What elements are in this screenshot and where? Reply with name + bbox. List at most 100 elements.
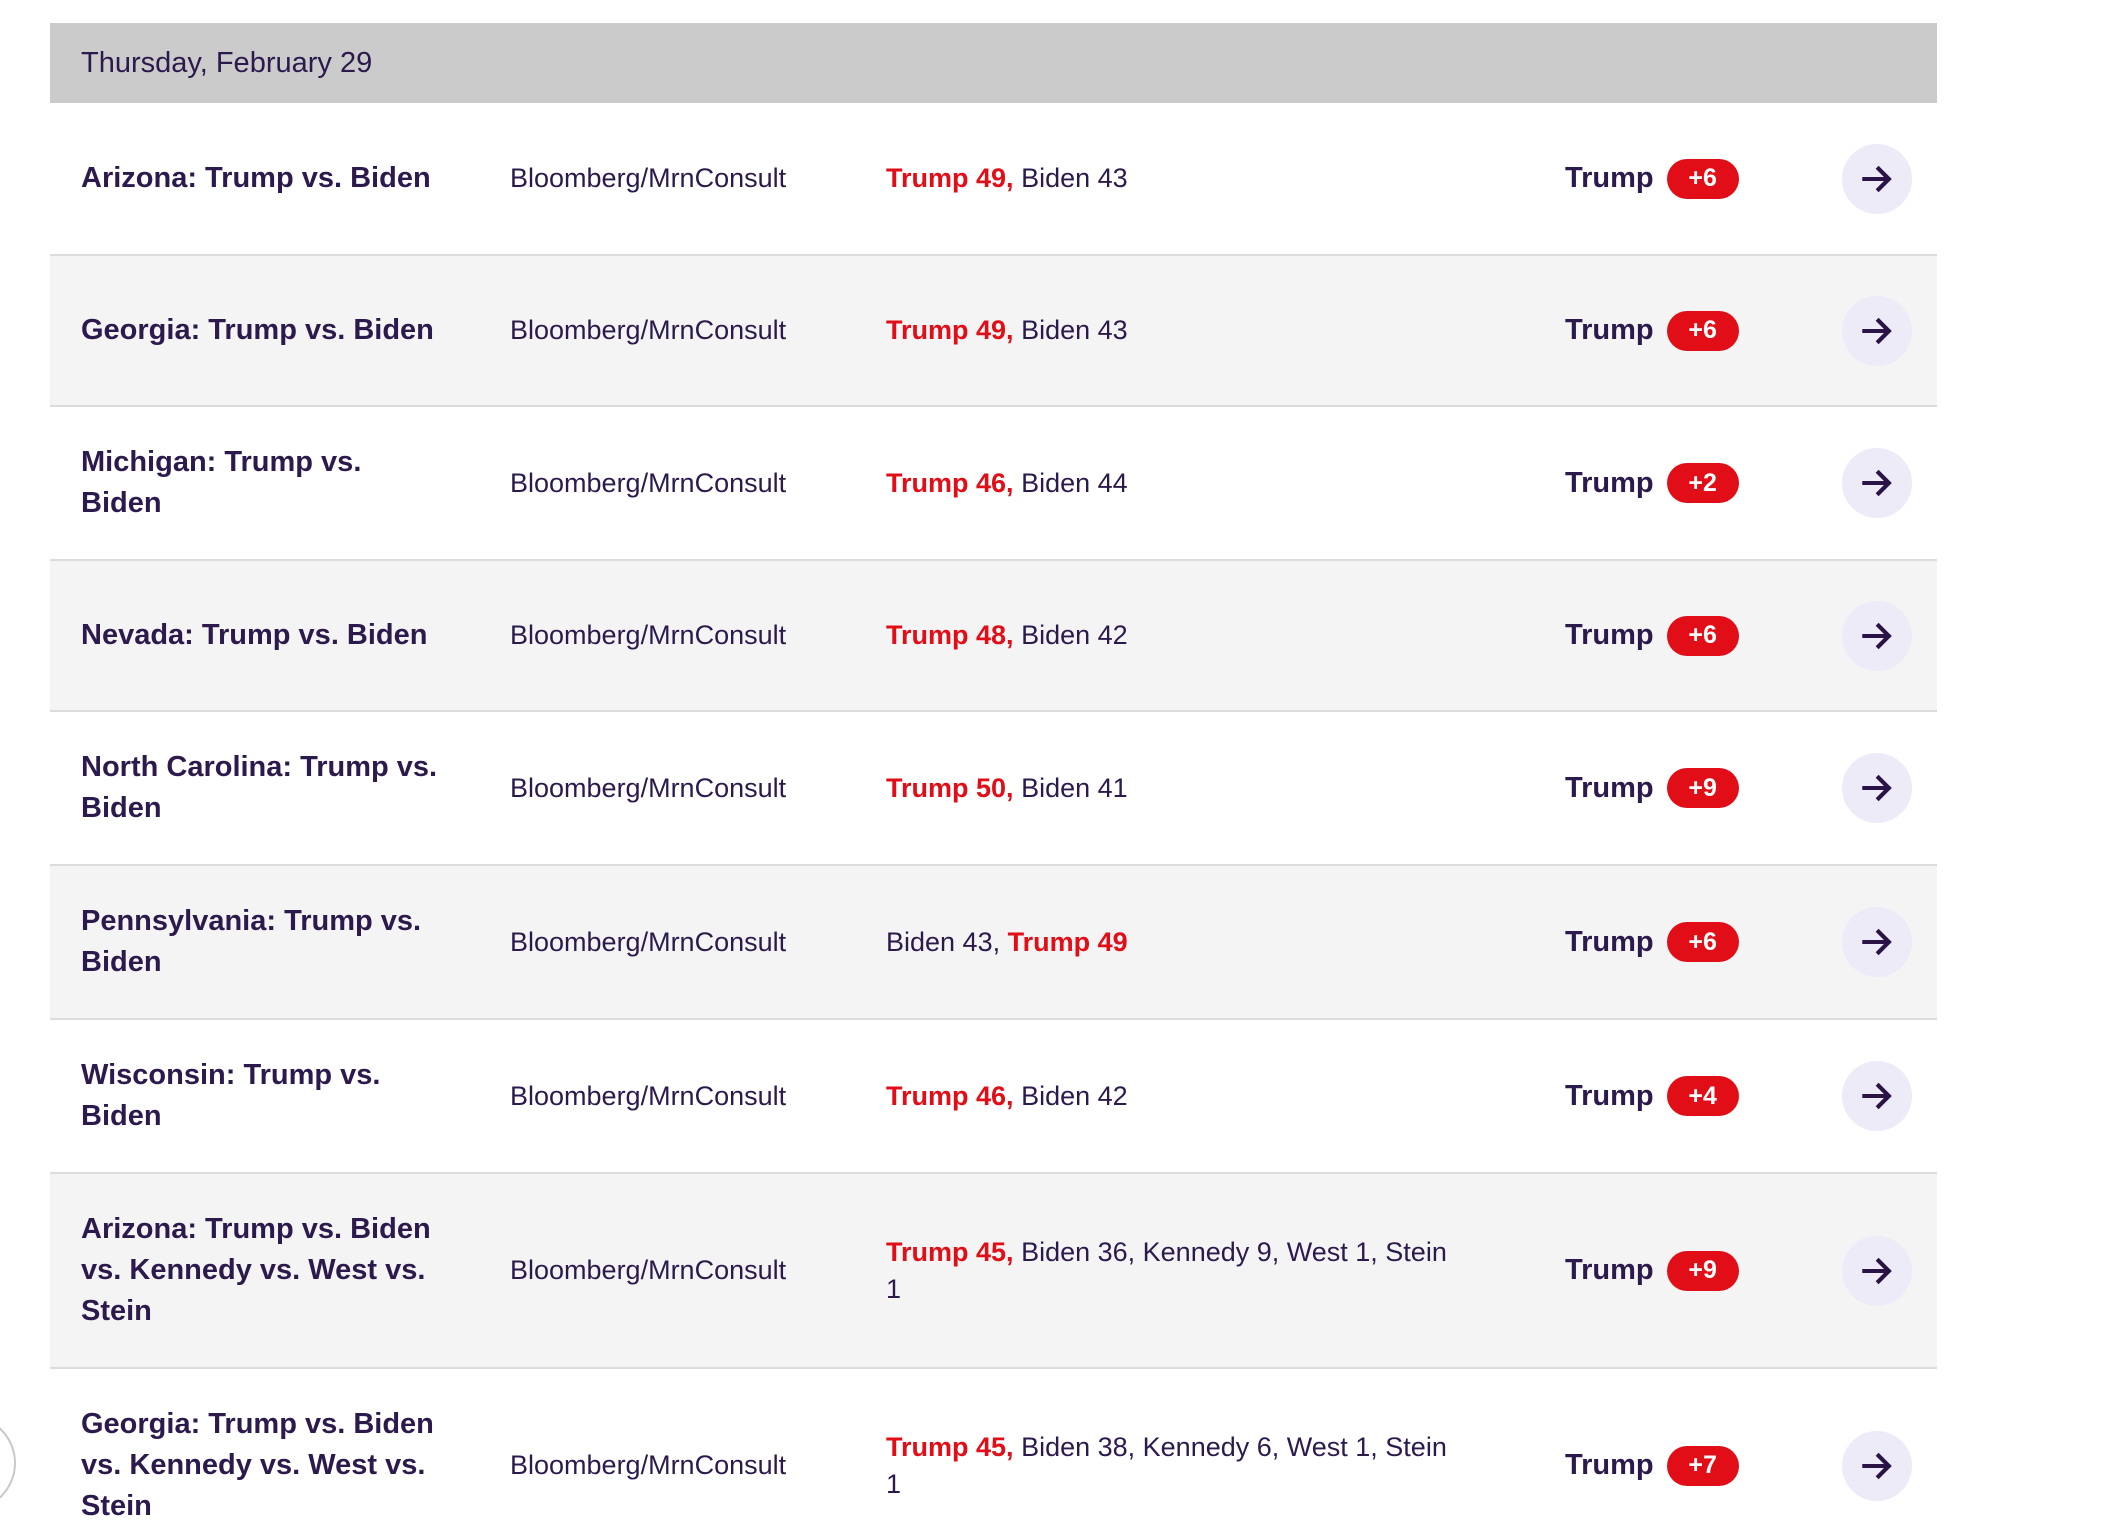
- day-header-label: Thursday, February 29: [81, 46, 373, 79]
- result-segment: Trump 46,: [886, 1080, 1014, 1111]
- pollster-name: Bloomberg/MrnConsult: [510, 620, 787, 650]
- spread-cell: Trump +6: [1565, 158, 1842, 199]
- race-title[interactable]: Arizona: Trump vs. Biden: [81, 162, 431, 194]
- result-segment: Biden 43: [1021, 163, 1128, 193]
- result-cell: Trump 46, Biden 44: [886, 465, 1455, 502]
- spread-leader: Trump: [1565, 466, 1654, 499]
- arrow-cell: [1842, 448, 1912, 518]
- poll-row: North Carolina: Trump vs. Biden Bloomber…: [50, 710, 1937, 864]
- day-header: Thursday, February 29: [50, 23, 1937, 103]
- arrow-cell: [1842, 1430, 1912, 1501]
- spread-leader: Trump: [1565, 1449, 1654, 1481]
- race-cell: Arizona: Trump vs. Biden: [81, 158, 510, 199]
- poll-row: Wisconsin: Trump vs. Biden Bloomberg/Mrn…: [50, 1018, 1937, 1172]
- poll-row: Pennsylvania: Trump vs. Biden Bloomberg/…: [50, 864, 1937, 1018]
- race-title[interactable]: Georgia: Trump vs. Biden vs. Kennedy vs.…: [81, 1408, 434, 1522]
- result-segment: Trump 48,: [886, 620, 1014, 650]
- arrow-cell: [1842, 1235, 1912, 1306]
- poll-detail-button[interactable]: [1842, 143, 1912, 214]
- arrow-cell: [1842, 600, 1912, 671]
- spread-leader: Trump: [1565, 314, 1654, 346]
- poll-row: Arizona: Trump vs. Biden vs. Kennedy vs.…: [50, 1172, 1937, 1367]
- poll-row: Arizona: Trump vs. Biden Bloomberg/MrnCo…: [50, 103, 1937, 254]
- result-segment: Biden 43: [1021, 315, 1128, 345]
- result-cell: Trump 48, Biden 42: [886, 617, 1455, 654]
- result-segment: Trump 49,: [886, 315, 1014, 345]
- result-cell: Trump 46, Biden 42: [886, 1078, 1455, 1115]
- poll-detail-button[interactable]: [1842, 907, 1912, 977]
- race-title[interactable]: North Carolina: Trump vs. Biden: [81, 751, 438, 824]
- poll-detail-button[interactable]: [1842, 1235, 1912, 1306]
- arrow-right-icon: [1862, 317, 1892, 344]
- pollster-cell: Bloomberg/MrnConsult: [510, 1450, 886, 1481]
- result-cell: Trump 49, Biden 43: [886, 160, 1455, 197]
- race-title[interactable]: Arizona: Trump vs. Biden vs. Kennedy vs.…: [81, 1213, 431, 1327]
- arrow-right-icon: [1862, 928, 1892, 956]
- pollster-cell: Bloomberg/MrnConsult: [510, 315, 886, 346]
- pollster-cell: Bloomberg/MrnConsult: [510, 163, 886, 194]
- poll-detail-button[interactable]: [1842, 295, 1912, 366]
- race-cell: Georgia: Trump vs. Biden: [81, 310, 510, 351]
- result-segment: Biden 42: [1021, 1080, 1128, 1111]
- race-title[interactable]: Georgia: Trump vs. Biden: [81, 314, 434, 346]
- arrow-right-icon: [1862, 1452, 1892, 1479]
- spread-badge: +7: [1666, 1445, 1739, 1486]
- race-title[interactable]: Nevada: Trump vs. Biden: [81, 619, 428, 651]
- poll-detail-button[interactable]: [1842, 448, 1912, 518]
- result-segment: Biden 41: [1021, 772, 1128, 803]
- pollster-name: Bloomberg/MrnConsult: [510, 1450, 787, 1480]
- pollster-cell: Bloomberg/MrnConsult: [510, 927, 886, 958]
- arrow-right-icon: [1862, 469, 1892, 497]
- spread-badge: +6: [1666, 310, 1739, 351]
- spread-leader: Trump: [1565, 619, 1654, 651]
- spread-badge: +9: [1666, 768, 1739, 808]
- race-title[interactable]: Wisconsin: Trump vs. Biden: [81, 1059, 381, 1132]
- spread-leader: Trump: [1565, 1254, 1654, 1286]
- pollster-name: Bloomberg/MrnConsult: [510, 163, 787, 193]
- spread-cell: Trump +7: [1565, 1445, 1842, 1486]
- race-title[interactable]: Pennsylvania: Trump vs. Biden: [81, 905, 422, 978]
- result-cell: Trump 45, Biden 36, Kennedy 9, West 1, S…: [886, 1234, 1455, 1308]
- arrow-cell: [1842, 753, 1912, 823]
- poll-detail-button[interactable]: [1842, 1061, 1912, 1131]
- spread-leader: Trump: [1565, 1079, 1654, 1112]
- arrow-cell: [1842, 143, 1912, 214]
- race-cell: Pennsylvania: Trump vs. Biden: [81, 901, 510, 983]
- result-segment: Biden 43,: [886, 926, 1001, 957]
- arrow-cell: [1842, 1061, 1912, 1131]
- spread-badge: +9: [1666, 1250, 1739, 1291]
- race-cell: Wisconsin: Trump vs. Biden: [81, 1055, 510, 1137]
- result-cell: Trump 50, Biden 41: [886, 770, 1455, 807]
- poll-row: Georgia: Trump vs. Biden vs. Kennedy vs.…: [50, 1367, 1937, 1537]
- spread-cell: Trump +9: [1565, 1250, 1842, 1291]
- arrow-right-icon: [1862, 774, 1892, 802]
- poll-detail-button[interactable]: [1842, 753, 1912, 823]
- pollster-name: Bloomberg/MrnConsult: [510, 315, 787, 345]
- spread-cell: Trump +4: [1565, 1076, 1842, 1116]
- poll-row: Michigan: Trump vs. Biden Bloomberg/MrnC…: [50, 405, 1937, 559]
- spread-badge: +6: [1666, 158, 1739, 199]
- poll-detail-button[interactable]: [1842, 600, 1912, 671]
- arrow-cell: [1842, 907, 1912, 977]
- race-cell: Arizona: Trump vs. Biden vs. Kennedy vs.…: [81, 1209, 510, 1332]
- floating-button-partial[interactable]: [0, 1415, 16, 1511]
- result-cell: Trump 49, Biden 43: [886, 312, 1455, 349]
- result-cell: Biden 43, Trump 49: [886, 924, 1455, 961]
- pollster-cell: Bloomberg/MrnConsult: [510, 468, 886, 499]
- pollster-cell: Bloomberg/MrnConsult: [510, 620, 886, 651]
- poll-row: Nevada: Trump vs. Biden Bloomberg/MrnCon…: [50, 559, 1937, 710]
- arrow-right-icon: [1862, 1082, 1892, 1110]
- poll-detail-button[interactable]: [1842, 1430, 1912, 1501]
- pollster-name: Bloomberg/MrnConsult: [510, 926, 787, 957]
- poll-day-section: Thursday, February 29 Arizona: Trump vs.…: [50, 23, 1937, 1537]
- spread-cell: Trump +6: [1565, 615, 1842, 656]
- spread-cell: Trump +6: [1565, 310, 1842, 351]
- pollster-cell: Bloomberg/MrnConsult: [510, 1081, 886, 1112]
- arrow-right-icon: [1862, 1257, 1892, 1284]
- race-cell: Nevada: Trump vs. Biden: [81, 615, 510, 656]
- spread-badge: +6: [1666, 615, 1739, 656]
- spread-cell: Trump +9: [1565, 768, 1842, 808]
- result-segment: Trump 49: [1007, 926, 1128, 957]
- race-title[interactable]: Michigan: Trump vs. Biden: [81, 446, 362, 519]
